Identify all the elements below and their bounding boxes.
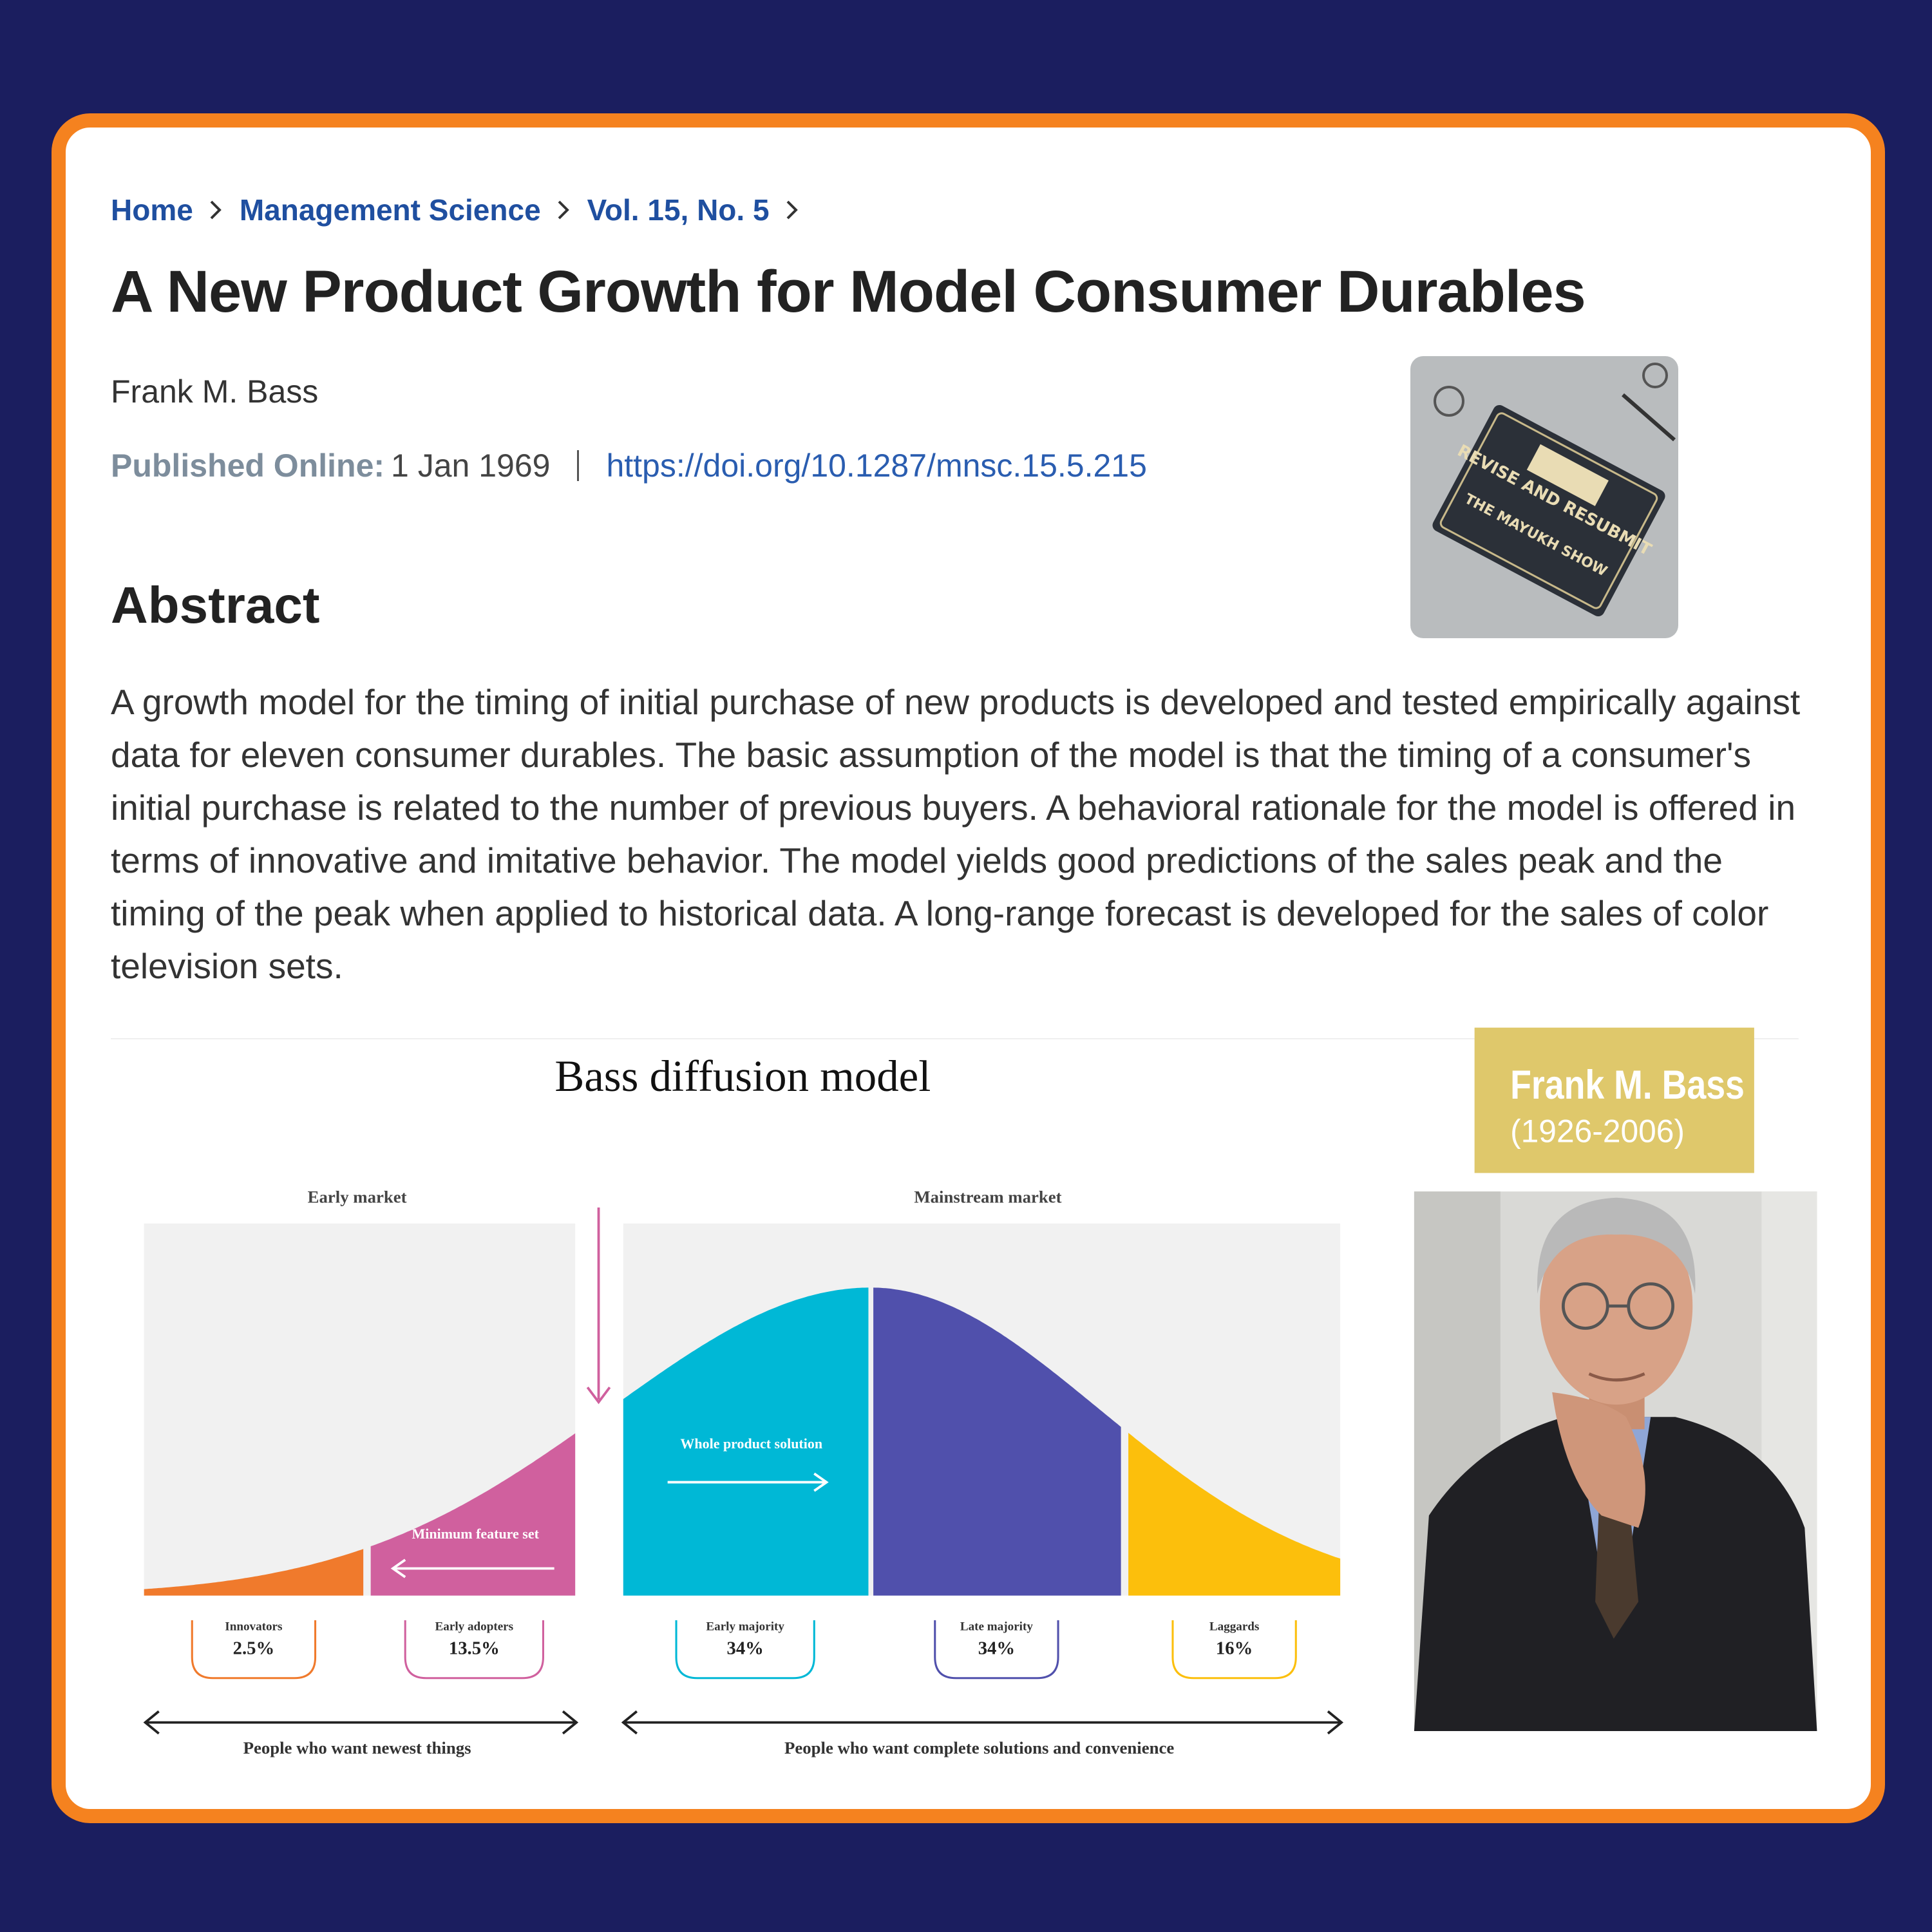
segment-bracket bbox=[404, 1620, 544, 1680]
breadcrumb-link[interactable]: Vol. 15, No. 5 bbox=[587, 193, 770, 227]
segment-bracket bbox=[934, 1620, 1059, 1680]
note: Minimum feature set bbox=[412, 1526, 540, 1542]
segment-name: Early majority bbox=[706, 1620, 784, 1634]
separator bbox=[577, 450, 580, 481]
portrait-name: Frank M. Bass bbox=[1510, 1063, 1745, 1108]
segment-share: 13.5% bbox=[449, 1638, 500, 1658]
segment-labels: Innovators 2.5% Early adopters 13.5% Early m… bbox=[191, 1620, 1297, 1680]
published-date: 1 Jan 1969 bbox=[391, 448, 551, 484]
region-label: Mainstream market bbox=[914, 1188, 1061, 1207]
note: Whole product solution bbox=[680, 1435, 822, 1452]
segment-name: Laggards bbox=[1209, 1620, 1260, 1634]
segment-name: Early adopters bbox=[435, 1620, 514, 1634]
article-title: A New Product Growth for Model Consumer … bbox=[111, 259, 1586, 325]
segment-share: 2.5% bbox=[233, 1638, 275, 1658]
portrait-caption-box bbox=[1474, 1027, 1754, 1173]
breadcrumb-link[interactable]: Management Science bbox=[239, 193, 541, 227]
published-label: Published Online: bbox=[111, 448, 385, 484]
segment-bracket bbox=[191, 1620, 317, 1680]
segment-share: 34% bbox=[978, 1638, 1015, 1658]
region-label: Early market bbox=[308, 1188, 407, 1207]
segment-area bbox=[623, 1287, 869, 1596]
span-label: People who want complete solutions and c… bbox=[784, 1738, 1174, 1757]
doi-link[interactable]: https://doi.org/10.1287/mnsc.15.5.215 bbox=[606, 448, 1147, 484]
chevron bbox=[558, 200, 569, 220]
portrait-photo bbox=[1414, 1191, 1817, 1731]
curve bbox=[144, 1287, 1341, 1596]
publication-info: Published Online: 1 Jan 1969 https://doi… bbox=[111, 446, 1147, 485]
segment-bracket bbox=[1171, 1620, 1297, 1680]
segment-bracket bbox=[675, 1620, 815, 1680]
author[interactable]: Frank M. Bass bbox=[111, 374, 319, 410]
segment-area bbox=[1128, 1432, 1341, 1596]
segment-name: Late majority bbox=[960, 1620, 1033, 1634]
diagram-title: Bass diffusion model bbox=[554, 1052, 931, 1101]
chevron bbox=[210, 200, 222, 220]
diagram: Bass diffusion model Early market Mainst… bbox=[111, 1027, 1817, 1757]
chevron bbox=[786, 200, 798, 220]
segment-share: 16% bbox=[1216, 1638, 1253, 1658]
abstract-text: A growth model for the timing of initial… bbox=[111, 682, 1801, 986]
segment-area bbox=[144, 1549, 364, 1596]
abstract-heading: Abstract bbox=[111, 576, 320, 634]
span-label: People who want newest things bbox=[243, 1738, 471, 1757]
segment-area bbox=[370, 1433, 576, 1596]
breadcrumb-link[interactable]: Home bbox=[111, 193, 193, 227]
portrait-years: (1926-2006) bbox=[1510, 1113, 1685, 1149]
podcast-thumbnail[interactable]: REVISE AND RESUBMIT THE MAYUKH SHOW bbox=[1410, 356, 1678, 638]
segment-area bbox=[873, 1287, 1121, 1596]
breadcrumb: Home Management Science Vol. 15, No. 5 bbox=[111, 192, 816, 228]
segment-share: 34% bbox=[726, 1638, 763, 1658]
segment-name: Innovators bbox=[225, 1620, 282, 1634]
